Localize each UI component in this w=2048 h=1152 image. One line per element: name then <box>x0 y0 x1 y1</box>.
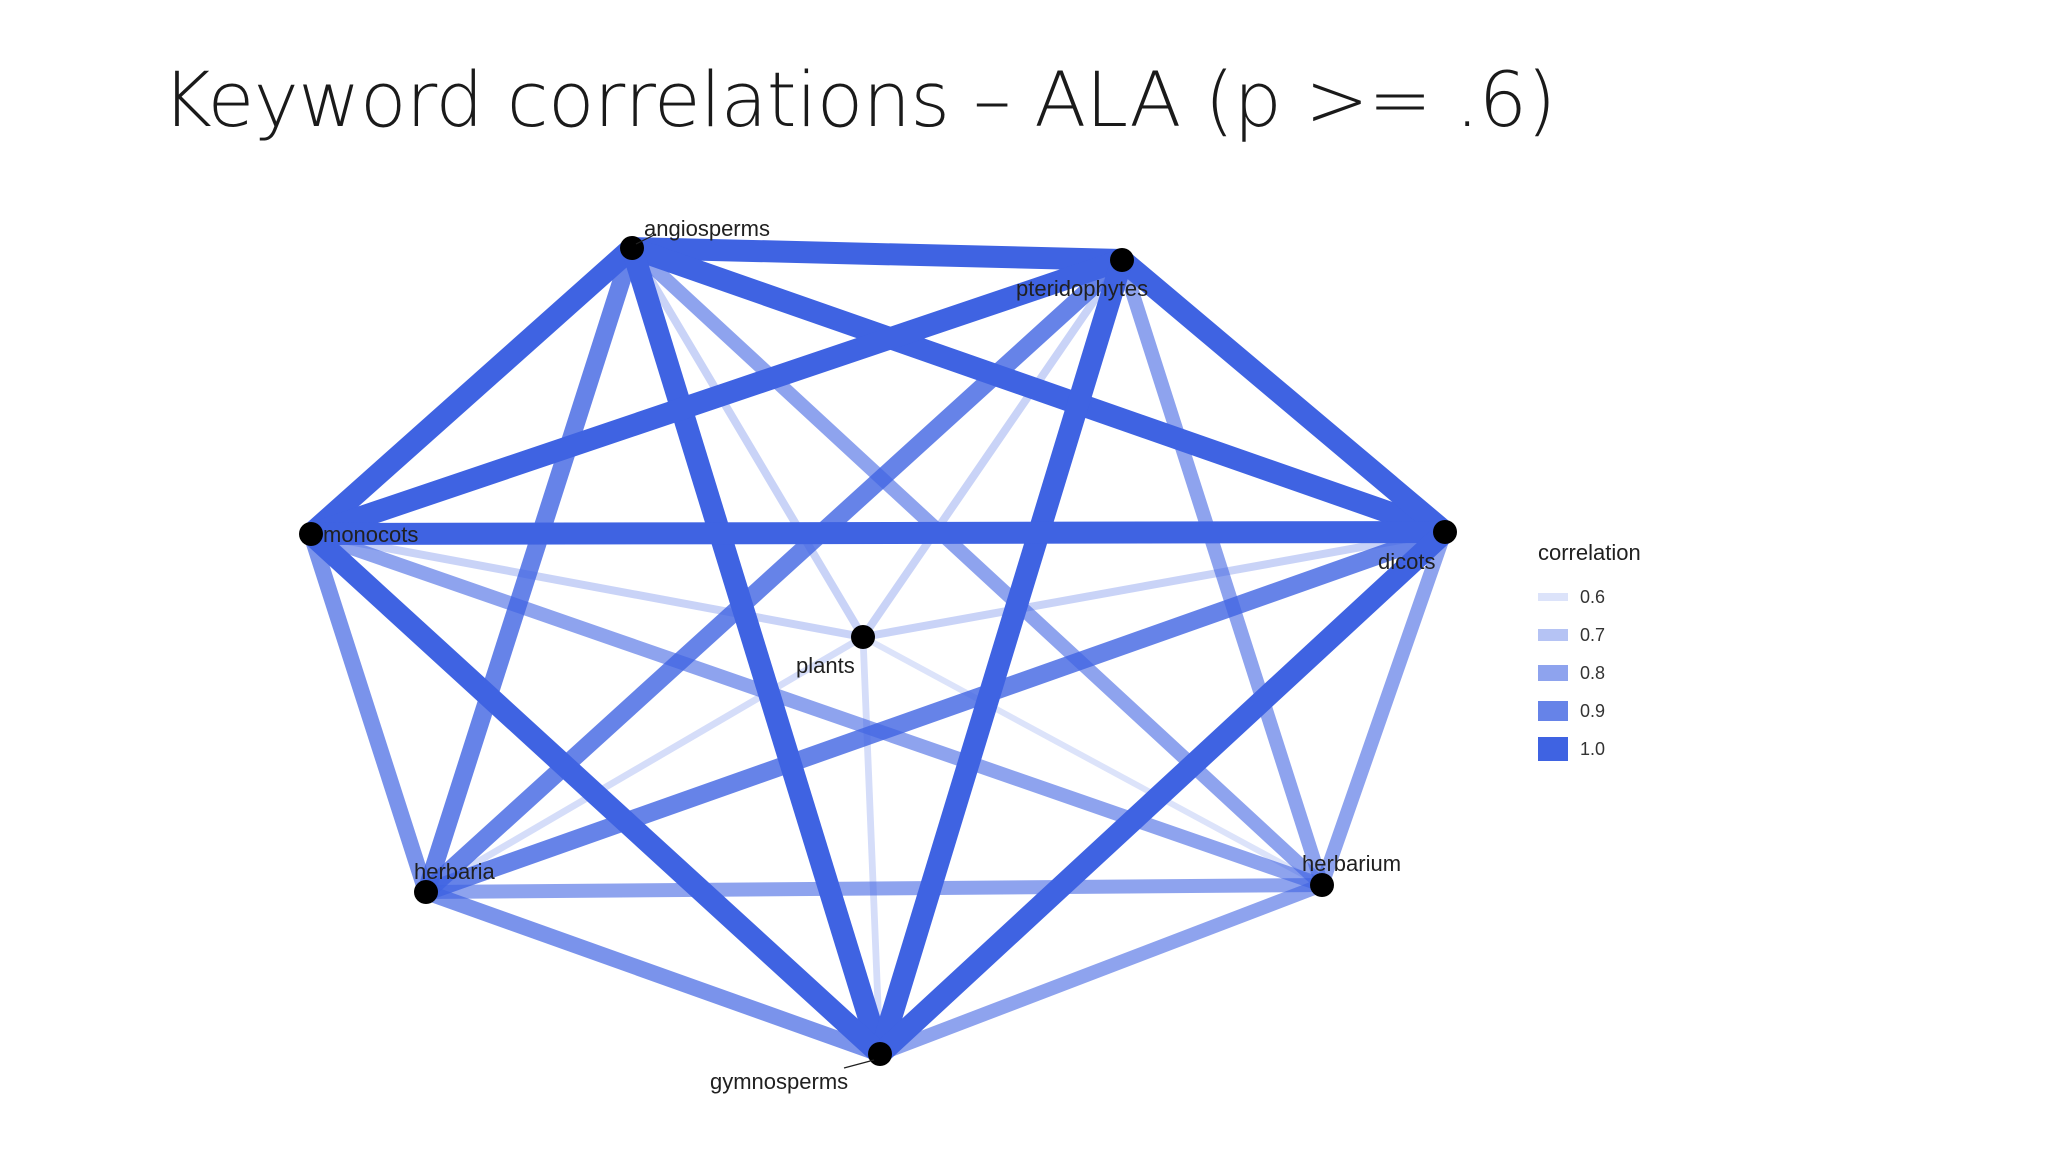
edge-herbaria-herbarium <box>425 878 1323 899</box>
edge-pteridophytes-gymnosperms <box>869 256 1133 1058</box>
leader-line-gymnosperms <box>843 1059 875 1069</box>
edge-angiosperms-herbaria <box>417 245 641 895</box>
node-plants <box>851 625 875 649</box>
legend-swatch <box>1538 654 1568 692</box>
edge-herbaria-plants <box>424 634 865 895</box>
edge-monocots-gymnosperms <box>303 525 888 1063</box>
edge-herbarium-plants <box>861 634 1324 888</box>
slide-title: Keyword correlations – ALA (p >= .6) <box>162 55 1556 144</box>
edge-monocots-herbarium <box>308 527 1325 892</box>
edges-layer <box>303 237 1453 1063</box>
legend-label: 0.9 <box>1580 700 1606 721</box>
legend-rows: 0.6 0.7 0.8 0.9 1.0 <box>1538 578 1698 768</box>
node-label-herbarium: herbarium <box>1302 851 1401 876</box>
edge-angiosperms-herbarium <box>627 242 1327 891</box>
legend-label: 0.7 <box>1580 624 1606 645</box>
legend-item: 0.9 <box>1538 692 1698 730</box>
edge-angiosperms-plants <box>628 245 867 640</box>
node-label-dicots: dicots <box>1378 549 1435 574</box>
legend-item: 1.0 <box>1538 730 1698 768</box>
edge-dicots-gymnosperms <box>872 523 1453 1063</box>
edge-angiosperms-dicots <box>628 237 1449 543</box>
edge-pteridophytes-dicots <box>1114 251 1453 541</box>
legend-title: correlation <box>1538 540 1641 565</box>
node-herbarium <box>1310 873 1334 897</box>
node-label-monocots: monocots <box>323 522 418 547</box>
edge-gymnosperms-plants <box>859 636 884 1055</box>
legend-swatch <box>1538 578 1568 616</box>
legend-swatch <box>1538 730 1568 768</box>
edge-dicots-plants <box>862 528 1446 641</box>
legend-label: 0.8 <box>1580 662 1606 683</box>
node-herbaria <box>414 880 438 904</box>
legend-swatch <box>1538 692 1568 730</box>
edge-pteridophytes-herbaria <box>419 253 1129 899</box>
legend-item: 0.6 <box>1538 578 1698 616</box>
edge-dicots-herbarium <box>1315 529 1452 888</box>
edge-dicots-herbaria <box>423 523 1448 901</box>
node-gymnosperms <box>868 1042 892 1066</box>
edge-pteridophytes-monocots <box>307 249 1126 545</box>
legend-item: 0.8 <box>1538 654 1698 692</box>
node-monocots <box>299 522 323 546</box>
edge-angiosperms-pteridophytes <box>631 237 1123 271</box>
node-label-plants: plants <box>796 653 855 678</box>
legend-label: 0.6 <box>1580 586 1606 607</box>
edge-monocots-dicots <box>310 521 1446 545</box>
legend-item: 0.7 <box>1538 616 1698 654</box>
edge-angiosperms-gymnosperms <box>621 244 891 1058</box>
node-label-herbaria: herbaria <box>414 859 495 884</box>
node-label-angiosperms: angiosperms <box>644 216 770 241</box>
legend-swatch <box>1538 616 1568 654</box>
node-label-gymnosperms: gymnosperms <box>710 1069 848 1094</box>
node-label-pteridophytes: pteridophytes <box>1016 276 1148 301</box>
edge-monocots-plants <box>310 530 864 641</box>
node-pteridophytes <box>1110 248 1134 272</box>
edge-herbaria-gymnosperms <box>423 884 883 1062</box>
node-angiosperms <box>620 236 644 260</box>
legend-label: 1.0 <box>1580 738 1606 759</box>
labels-layer: angiosperms pteridophytes monocots dicots pl… <box>323 216 1435 1094</box>
edge-herbarium-gymnosperms <box>877 878 1325 1061</box>
edge-angiosperms-monocots <box>303 239 640 543</box>
edge-pteridophytes-plants <box>859 257 1126 640</box>
node-dicots <box>1433 520 1457 544</box>
edge-monocots-herbaria <box>303 531 434 895</box>
edge-pteridophytes-herbarium <box>1115 257 1329 888</box>
leader-line-angiosperms <box>635 233 657 245</box>
correlation-legend: correlation 0.6 0.7 0.8 0.9 1.0 <box>1538 540 1698 768</box>
